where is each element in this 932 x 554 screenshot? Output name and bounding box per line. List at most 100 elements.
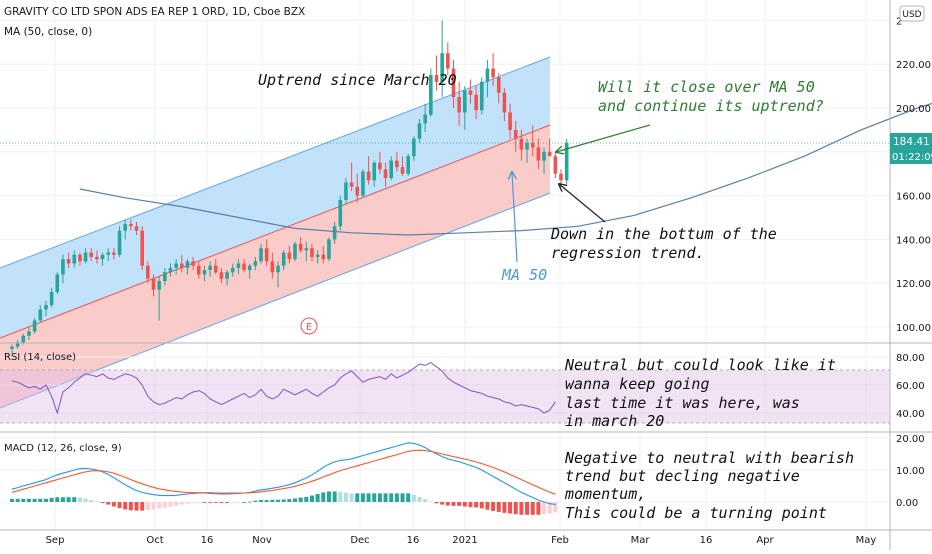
candle-body (185, 261, 190, 268)
candle-body (429, 75, 433, 115)
candle-body (180, 263, 184, 268)
candle (423, 103, 427, 133)
candle (242, 259, 246, 273)
candle (174, 259, 178, 275)
macd-histogram-bar (140, 502, 145, 511)
macd-histogram-bar (72, 497, 77, 502)
candle (366, 156, 371, 185)
earnings-marker[interactable]: E (300, 317, 318, 335)
candle (15, 340, 20, 349)
macd-histogram-bar (253, 500, 258, 502)
candle (496, 72, 501, 104)
macd-scale[interactable]: 20.00 10.00 0.00 (896, 434, 925, 509)
annotation-macd-4: This could be a turning point (565, 504, 827, 522)
macd-histogram-bar (389, 493, 394, 502)
candle-body (163, 272, 167, 282)
candle-body (236, 263, 241, 268)
macd-histogram-bar (519, 502, 524, 515)
candle (513, 121, 518, 152)
candle-body (10, 346, 14, 349)
time-scale[interactable]: Sep Oct 16 Nov Dec 16 2021 Feb Mar 16 Apr May (46, 535, 877, 546)
candle-body (463, 90, 467, 113)
rsi-scale[interactable]: 80.00 60.00 40.00 (896, 353, 925, 420)
time-tick-label: May (856, 535, 877, 546)
candle-body (247, 265, 252, 271)
candle (270, 252, 275, 279)
candle-body (230, 267, 235, 273)
macd-histogram-bar (462, 502, 467, 507)
macd-histogram-bar (270, 499, 275, 502)
macd-histogram-bar (321, 492, 326, 502)
macd-histogram-bar (293, 498, 297, 502)
candlestick-series (10, 20, 569, 354)
candle (463, 86, 467, 130)
candle-body (338, 199, 343, 227)
rsi-line (11, 362, 556, 415)
candle-body (378, 162, 382, 170)
annotation-ma50: MA 50 (501, 266, 547, 284)
macd-histogram-bar (49, 497, 54, 502)
candle (276, 261, 280, 288)
candle (338, 195, 343, 231)
macd-histogram (10, 491, 558, 515)
macd-histogram-bar (366, 493, 371, 502)
candle (230, 263, 235, 277)
macd-histogram-bar (451, 502, 456, 506)
annotation-rsi-4: in march 20 (565, 412, 664, 430)
candle (61, 254, 65, 284)
candle-body (508, 112, 512, 130)
price-scale[interactable]: 100.00120.00140.00160.00180.00200.00220.… (896, 16, 931, 334)
macd-histogram-bar (315, 494, 320, 502)
time-tick-label: 16 (201, 535, 214, 546)
candle (66, 252, 71, 268)
currency-button[interactable]: USD (899, 5, 925, 22)
macd-histogram-bar (406, 493, 411, 502)
macd-legend: MACD (12, 26, close, 9) (4, 443, 122, 454)
macd-histogram-bar (445, 502, 450, 506)
candle (530, 125, 535, 157)
candle (293, 241, 297, 262)
candle-body (491, 68, 495, 78)
candle-body (89, 252, 94, 257)
macd-histogram-bar (383, 493, 388, 502)
macd-histogram-bar (32, 498, 37, 502)
macd-histogram-bar (151, 502, 156, 510)
price-tick-label: 120.00 (896, 279, 931, 290)
macd-histogram-bar (145, 502, 150, 510)
annotation-rsi-3: last time it was here, was (565, 394, 800, 412)
candle-body (372, 162, 377, 181)
rsi-tick-label: 80.00 (896, 353, 925, 364)
candle (44, 300, 48, 317)
candle (542, 147, 546, 174)
macd-histogram-bar (542, 502, 547, 515)
candle (502, 88, 507, 122)
macd-histogram-bar (10, 498, 14, 502)
candle-body (281, 252, 286, 266)
candle (146, 261, 150, 284)
macd-line (11, 442, 556, 506)
currency-label: USD (902, 10, 921, 20)
candle (208, 261, 212, 277)
candle-body (259, 248, 263, 262)
candle-body (21, 335, 26, 343)
candle-body (298, 243, 303, 251)
candle (106, 248, 111, 262)
candle-body (564, 143, 569, 181)
candle (49, 287, 54, 308)
candle-body (134, 226, 139, 231)
arrow-blue (512, 172, 518, 263)
candle-body (129, 224, 133, 227)
macd-histogram-bar (202, 502, 207, 503)
macd-histogram-bar (225, 502, 230, 503)
candle-body (27, 331, 31, 336)
macd-histogram-bar (400, 493, 405, 502)
macd-histogram-bar (553, 502, 558, 513)
candle-body (157, 281, 161, 290)
macd-histogram-bar (349, 493, 354, 502)
candle (27, 327, 31, 341)
macd-histogram-bar (547, 502, 552, 514)
candle-body (276, 265, 280, 273)
macd-histogram-bar (94, 501, 99, 503)
